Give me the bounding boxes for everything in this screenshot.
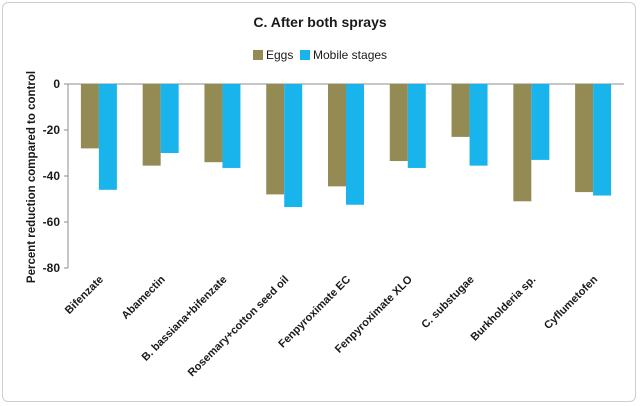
bar-mobile-stages [222,84,241,168]
chart-frame [2,2,636,402]
bar-mobile-stages [346,84,364,205]
x-tick-label: C. substugae [419,274,476,331]
y-tick-label: -40 [43,169,61,183]
bar-mobile-stages [284,84,303,208]
bar-mobile-stages [531,84,550,160]
y-ticks: 0 -20 -40 -60 -80 [43,77,68,275]
bar-eggs [80,84,99,149]
x-tick-label: Burkholderia sp. [469,274,539,344]
legend-label-mobile-stages: Mobile stages [313,48,387,62]
y-tick-label: 0 [53,77,60,91]
bar-mobile-stages [593,84,612,196]
bar-mobile-stages [98,84,117,190]
bar-eggs [328,84,346,187]
y-tick-label: -60 [43,215,61,229]
x-tick-label: Rosemary+cotton seed oil [186,274,292,380]
bar-eggs [451,84,470,137]
x-tick-label: Bifenzate [63,274,106,317]
bar-eggs [575,84,594,193]
bar-mobile-stages [469,84,488,166]
bar-mobile-stages [407,84,426,168]
x-tick-label: Cyflumetofen [542,273,600,331]
y-tick-label: -80 [43,261,61,275]
y-axis-label: Percent reduction compared to control [26,71,38,283]
bar-eggs [266,84,285,195]
bar-eggs [513,84,532,202]
legend-swatch-mobile-stages [300,50,310,60]
y-tick-label: -20 [43,123,61,137]
legend-label-eggs: Eggs [266,48,293,62]
legend: Eggs Mobile stages [253,48,387,62]
x-tick-label: Abamectin [120,273,168,321]
bar-eggs [389,84,408,162]
bars [80,84,612,208]
bar-eggs [204,84,223,163]
chart-title: C. After both sprays [253,14,386,30]
bar-eggs [142,84,161,166]
bar-mobile-stages [160,84,179,153]
legend-swatch-eggs [253,50,263,60]
